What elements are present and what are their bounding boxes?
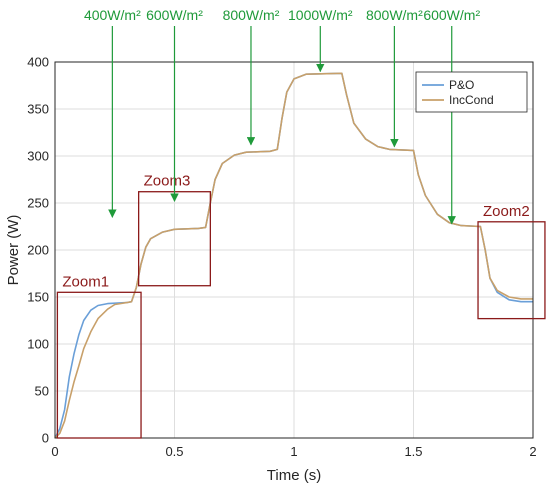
y-axis-label: Power (W) <box>5 215 22 286</box>
legend-entry: P&O <box>449 78 474 92</box>
y-tick-label: 50 <box>35 384 49 399</box>
series-line-inccond <box>54 72 533 439</box>
x-tick-label: 0 <box>51 444 58 459</box>
irradiance-label: 800W/m² <box>223 7 280 23</box>
irradiance-label: 600W/m² <box>423 7 480 23</box>
tick-labels: 0 0.5 1 1.5 2 0 50 100 150 200 250 300 350 400 <box>27 55 536 460</box>
y-tick-label: 100 <box>27 337 49 352</box>
zoom-boxes: Zoom1 Zoom3 Zoom2 <box>56 173 546 439</box>
irradiance-annotations: 400W/m² 600W/m² 800W/m² 1000W/m² 800W/m² 600W… <box>84 7 480 225</box>
x-tick-label: 1.5 <box>404 444 422 459</box>
x-tick-label: 2 <box>529 444 536 459</box>
irradiance-label: 400W/m² <box>84 7 141 23</box>
irradiance-label: 1000W/m² <box>288 7 353 23</box>
series-lines <box>54 72 533 439</box>
x-tick-label: 1 <box>290 444 297 459</box>
plot-area <box>54 61 534 439</box>
zoom-label: Zoom3 <box>144 173 191 190</box>
y-tick-label: 250 <box>27 196 49 211</box>
y-tick-label: 400 <box>27 55 49 70</box>
y-tick-label: 200 <box>27 243 49 258</box>
y-tick-label: 350 <box>27 102 49 117</box>
x-axis-label: Time (s) <box>267 467 321 484</box>
irradiance-label: 800W/m² <box>366 7 423 23</box>
y-tick-label: 300 <box>27 149 49 164</box>
legend-box <box>415 71 528 113</box>
zoom-label: Zoom1 <box>62 273 109 290</box>
x-tick-label: 0.5 <box>165 444 183 459</box>
grid <box>54 61 534 439</box>
irradiance-label: 600W/m² <box>146 7 203 23</box>
zoom-box <box>56 291 142 439</box>
y-tick-label: 150 <box>27 290 49 305</box>
legend-entry: IncCond <box>449 93 494 107</box>
zoom-label: Zoom2 <box>483 203 530 220</box>
zoom-box <box>477 221 546 320</box>
y-tick-label: 0 <box>42 431 49 446</box>
